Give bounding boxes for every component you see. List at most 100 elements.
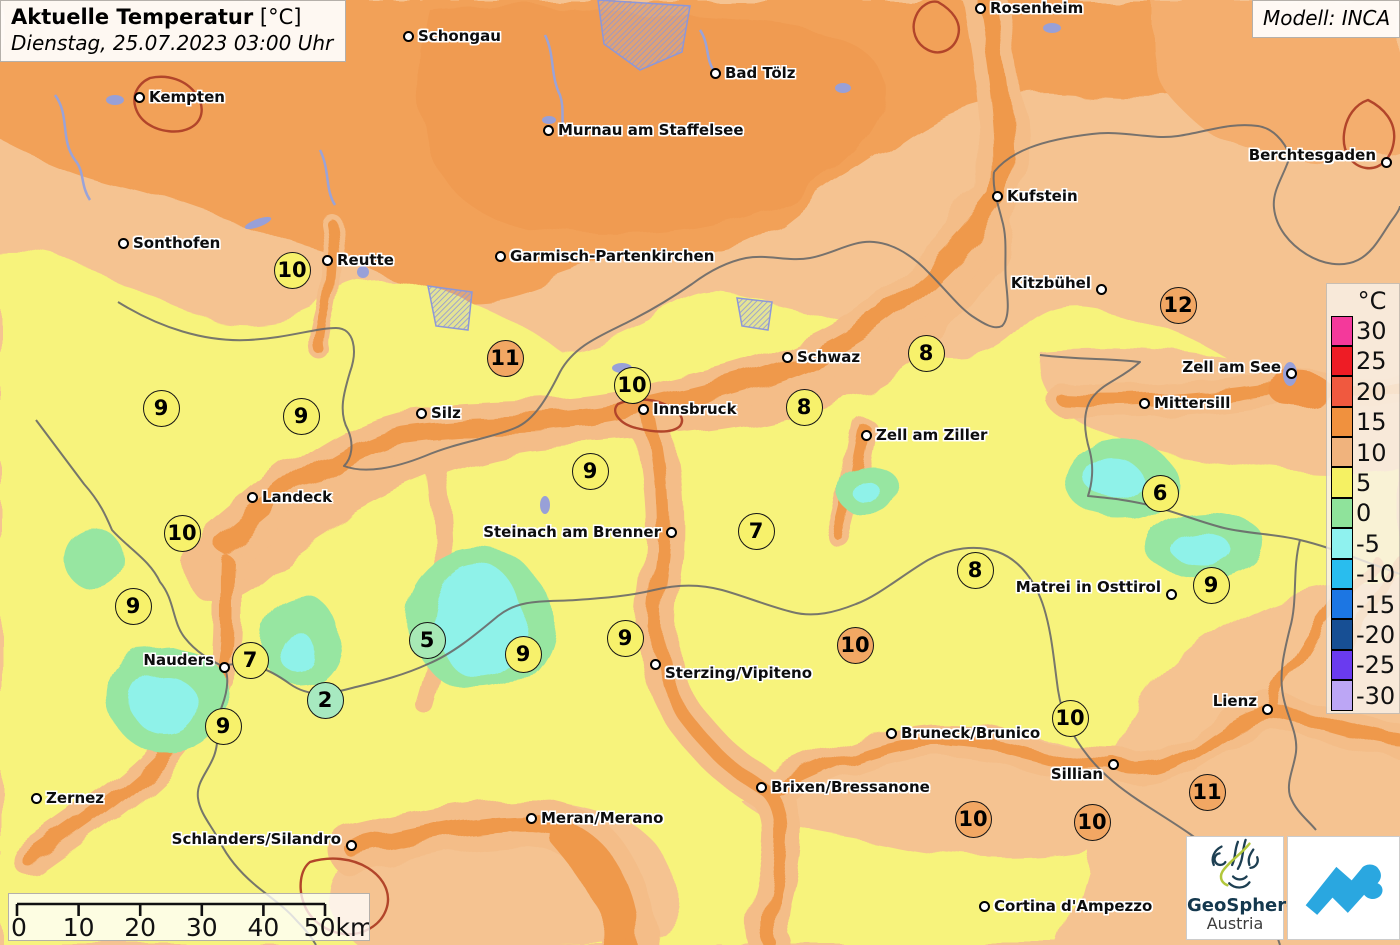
temp-value-badge: 10 xyxy=(1051,699,1089,737)
city-marker-icon xyxy=(246,491,258,503)
svg-text:20: 20 xyxy=(124,913,156,940)
city-marker-icon xyxy=(1261,703,1273,715)
legend-swatch xyxy=(1331,497,1353,529)
scalebar-ruler: 0 10 20 30 40 50km xyxy=(11,902,374,942)
city-label: Landeck xyxy=(262,488,333,506)
city-label: Kufstein xyxy=(1007,187,1078,205)
temp-value-badge: 6 xyxy=(1141,474,1179,512)
legend-swatch xyxy=(1331,467,1353,498)
legend-title: °C xyxy=(1357,287,1387,315)
temp-value-badge: 10 xyxy=(1073,803,1111,841)
city-label: Matrei in Osttirol xyxy=(1015,578,1161,596)
city-label: Steinach am Brenner xyxy=(483,523,661,541)
legend-swatch xyxy=(1331,589,1353,620)
geosphere-logo-country: Austria xyxy=(1206,914,1264,933)
city-label: Schlanders/Silandro xyxy=(171,830,341,848)
temp-value-badge: 8 xyxy=(785,388,823,426)
legend-swatch xyxy=(1331,649,1353,681)
legend-value: 25 xyxy=(1356,347,1387,376)
city-label: Zell am Ziller xyxy=(876,426,988,444)
city-marker-icon xyxy=(542,124,554,136)
temp-value-badge: 7 xyxy=(737,512,775,550)
legend-value: 5 xyxy=(1356,468,1372,497)
city-marker-icon xyxy=(885,727,897,739)
city-marker-icon xyxy=(978,900,990,912)
svg-text:0: 0 xyxy=(11,913,27,940)
temperature-legend: °C 30 25 20 15 10 5 0 -5 -10 -15 -20 -25 -30 xyxy=(1326,283,1400,714)
temp-value-badge: 11 xyxy=(1188,773,1226,811)
city-marker-icon xyxy=(709,67,721,79)
legend-value: -20 xyxy=(1356,620,1396,649)
legend-value: -15 xyxy=(1356,590,1396,619)
legend-swatch xyxy=(1331,680,1353,711)
temp-value-badge: 10 xyxy=(273,251,311,289)
svg-text:30: 30 xyxy=(186,913,218,940)
temp-value-badge: 9 xyxy=(504,635,542,673)
legend-swatch xyxy=(1331,345,1353,377)
legend-swatch xyxy=(1331,406,1353,438)
city-label: Lienz xyxy=(1212,692,1257,710)
city-marker-icon xyxy=(860,429,872,441)
legend-value: 30 xyxy=(1356,317,1387,345)
legend-entry: -5 xyxy=(1331,528,1399,559)
city-label: Bruneck/Brunico xyxy=(901,724,1041,742)
city-label: Zell am See xyxy=(1182,358,1281,376)
temp-value-badge: 8 xyxy=(907,334,945,372)
city-label: Sillian xyxy=(1050,765,1103,783)
legend-value: 10 xyxy=(1356,438,1387,467)
geosphere-logo-icon xyxy=(1211,838,1259,889)
city-label: Zernez xyxy=(46,789,105,807)
city-marker-icon xyxy=(133,91,145,103)
city-marker-icon xyxy=(637,403,649,415)
legend-entry: -15 xyxy=(1331,589,1399,620)
legend-entry: 30 xyxy=(1331,315,1399,346)
temp-value-badge: 12 xyxy=(1159,286,1197,324)
city-marker-icon xyxy=(525,812,537,824)
legend-value: -10 xyxy=(1356,560,1396,589)
city-marker-icon xyxy=(1285,367,1297,379)
legend-entry: 25 xyxy=(1331,345,1399,377)
svg-text:10: 10 xyxy=(63,913,95,940)
city-marker-icon xyxy=(974,2,986,14)
temp-value-badge: 2 xyxy=(306,681,344,719)
city-marker-icon xyxy=(1380,156,1392,168)
legend-entry: 5 xyxy=(1331,467,1399,498)
city-marker-icon xyxy=(1107,758,1119,770)
temp-value-badge: 9 xyxy=(204,707,242,745)
legend-value: 20 xyxy=(1356,377,1387,406)
city-marker-icon xyxy=(1165,588,1177,600)
city-marker-icon xyxy=(117,237,129,249)
city-label: Bad Tölz xyxy=(725,64,796,82)
temp-value-badge: 9 xyxy=(114,587,152,625)
city-marker-icon xyxy=(218,661,230,673)
legend-swatch xyxy=(1331,528,1353,559)
legend-entry: 10 xyxy=(1331,437,1399,468)
city-label: Murnau am Staffelsee xyxy=(558,121,744,139)
title-box: Aktuelle Temperatur [°C] Dienstag, 25.07… xyxy=(0,0,346,62)
temp-value-badge: 9 xyxy=(142,389,180,427)
legend-value: -30 xyxy=(1356,681,1396,710)
border-lines xyxy=(35,124,1400,945)
city-label: Berchtesgaden xyxy=(1248,146,1376,164)
city-label: Schongau xyxy=(418,27,501,45)
city-marker-icon xyxy=(649,658,661,670)
temp-value-badge: 9 xyxy=(282,397,320,435)
city-marker-icon xyxy=(494,250,506,262)
city-label: Kempten xyxy=(149,88,225,106)
city-marker-icon xyxy=(415,407,427,419)
city-label: Silz xyxy=(431,404,461,422)
legend-swatch xyxy=(1331,315,1353,346)
temp-value-badge: 9 xyxy=(1192,566,1230,604)
city-label: Meran/Merano xyxy=(541,809,664,827)
temp-value-badge: 9 xyxy=(606,619,644,657)
temp-value-badge: 10 xyxy=(836,626,874,664)
legend-entry: -25 xyxy=(1331,649,1399,681)
city-marker-icon xyxy=(1095,283,1107,295)
title-timestamp: Dienstag, 25.07.2023 03:00 Uhr xyxy=(11,31,334,55)
legend-value: 15 xyxy=(1356,408,1387,437)
city-label: Mittersill xyxy=(1154,394,1231,412)
city-marker-icon xyxy=(755,781,767,793)
legend-entry: 15 xyxy=(1331,406,1399,438)
title-text: Aktuelle Temperatur xyxy=(11,5,254,29)
